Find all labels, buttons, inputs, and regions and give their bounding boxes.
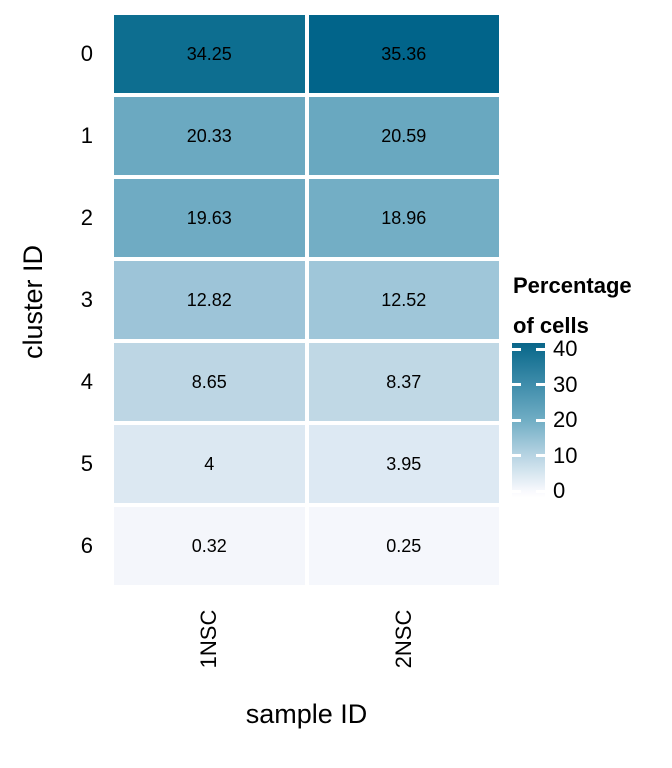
- y-tick-label-1: 1: [80, 123, 93, 148]
- cell-value-label: 12.52: [381, 289, 427, 310]
- heatmap-cell-2-1NSC: 19.63: [114, 179, 305, 257]
- legend-title: Percentage of cells: [513, 266, 632, 346]
- heatmap-cell-1-2NSC: 20.59: [308, 97, 499, 175]
- legend-tick-label-30: 30: [553, 371, 578, 397]
- heatmap-cell-4-2NSC: 8.37: [308, 343, 499, 421]
- heatmap-cell-5-1NSC: 4: [114, 425, 305, 503]
- heatmap-cell-3-1NSC: 12.82: [114, 261, 305, 339]
- heatmap-cell-0-1NSC: 34.25: [114, 15, 305, 93]
- cell-value-label: 8.37: [386, 371, 422, 392]
- legend-tick-mark-left-30: [512, 383, 521, 387]
- legend-tick-label-10: 10: [553, 442, 578, 468]
- legend-tick-label-20: 20: [553, 407, 578, 433]
- cell-value-label: 0.32: [191, 535, 227, 556]
- legend-tick-mark-right-20: [536, 418, 545, 422]
- heatmap-cell-2-2NSC: 18.96: [308, 179, 499, 257]
- y-tick-label-6: 6: [80, 533, 93, 558]
- cell-value-label: 20.59: [381, 125, 427, 146]
- y-tick-label-5: 5: [80, 451, 93, 476]
- legend-gradient-bar: [512, 343, 545, 498]
- x-axis-title: sample ID: [245, 699, 368, 729]
- cell-value-label: 35.36: [381, 43, 427, 64]
- legend-tick-mark-right-10: [536, 454, 545, 458]
- heatmap-cell-4-1NSC: 8.65: [114, 343, 305, 421]
- legend-title-line1: Percentage: [513, 273, 632, 298]
- cell-value-label: 20.33: [186, 125, 232, 146]
- legend-tick-mark-left-20: [512, 418, 521, 422]
- cell-value-label: 18.96: [381, 207, 427, 228]
- legend-tick-mark-left-0: [512, 489, 521, 493]
- x-tick-label-2nsc: 2NSC: [391, 609, 416, 669]
- heatmap-cell-0-2NSC: 35.36: [308, 15, 499, 93]
- heatmap-cell-6-1NSC: 0.32: [114, 507, 305, 585]
- y-tick-label-2: 2: [80, 205, 93, 230]
- cell-value-label: 3.95: [386, 453, 422, 474]
- heatmap-cell-6-2NSC: 0.25: [308, 507, 499, 585]
- heatmap-cell-3-2NSC: 12.52: [308, 261, 499, 339]
- cell-value-label: 12.82: [186, 289, 232, 310]
- legend: Percentage of cells 40 30 20 10 0: [512, 270, 670, 520]
- legend-tick-label-0: 0: [553, 478, 566, 504]
- legend-tick-mark-right-0: [536, 489, 545, 493]
- legend-tick-mark-left-10: [512, 454, 521, 458]
- x-tick-label-1nsc: 1NSC: [196, 609, 221, 669]
- legend-tick-mark-left-40: [512, 347, 521, 351]
- cell-value-label: 8.65: [191, 371, 227, 392]
- legend-tick-mark-right-30: [536, 383, 545, 387]
- cell-value-label: 34.25: [186, 43, 232, 64]
- y-tick-label-3: 3: [80, 287, 93, 312]
- heatmap-cell-5-2NSC: 3.95: [308, 425, 499, 503]
- legend-title-line2: of cells: [513, 313, 589, 338]
- heatmap-grid: 34.25 35.36 20.33 20.59 19.63 18.96 12.82 12.52…: [114, 15, 499, 585]
- legend-tick-mark-right-40: [536, 347, 545, 351]
- cell-value-label: 0.25: [386, 535, 422, 556]
- heatmap-cell-1-1NSC: 20.33: [114, 97, 305, 175]
- y-tick-label-0: 0: [80, 41, 93, 66]
- legend-tick-label-40: 40: [553, 336, 578, 362]
- y-tick-label-4: 4: [80, 369, 93, 394]
- y-tick-labels: 0 1 2 3 4 5 6: [0, 15, 106, 585]
- cell-value-label: 4: [204, 453, 215, 474]
- cell-value-label: 19.63: [186, 207, 232, 228]
